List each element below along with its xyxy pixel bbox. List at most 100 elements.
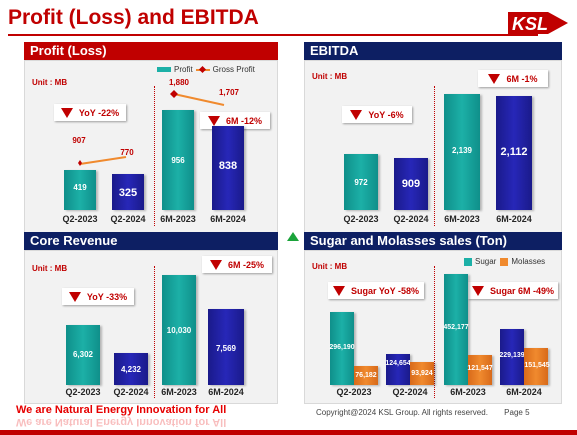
x-q2-2023: Q2-2023 — [343, 214, 379, 224]
copyright-text: Copyright@2024 KSL Group. All rights res… — [316, 408, 488, 417]
bar-core-6m-2024 — [208, 309, 244, 385]
label-core-q2-2023: 6,302 — [72, 350, 94, 359]
bar-profit-q2-2023 — [64, 170, 96, 210]
legend-gross-swatch — [195, 65, 210, 73]
sugar-yoy-text: Sugar YoY -58% — [350, 285, 420, 296]
label-molasses-q2-2023: 76,182 — [355, 372, 377, 379]
green-triangle-icon — [287, 232, 299, 241]
period-divider — [154, 86, 155, 226]
sugar-legend: Sugar Molasses — [464, 257, 545, 266]
bar-sugar-q2-2024 — [386, 354, 410, 385]
x-6m-2023: 6M-2023 — [450, 387, 486, 397]
legend-molasses-label: Molasses — [511, 257, 546, 266]
label-core-6m-2023: 10,030 — [166, 326, 192, 335]
x-6m-2024: 6M-2024 — [506, 387, 542, 397]
core-unit: Unit : MB — [32, 264, 68, 273]
legend-gross-label: Gross Profit — [212, 65, 255, 74]
bar-core-q2-2024 — [114, 353, 148, 385]
core-yoy-text: YoY -33% — [86, 291, 128, 302]
x-6m-2023: 6M-2023 — [444, 214, 480, 224]
gross-q2-2024: 770 — [120, 148, 134, 157]
core-6m-text: 6M -25% — [227, 259, 264, 270]
label-sugar-q2-2023: 296,190 — [329, 344, 355, 351]
label-profit-6m-2024: 838 — [218, 160, 238, 172]
footer-line — [0, 430, 577, 435]
ebitda-yoy-text: YoY -6% — [368, 109, 404, 120]
x-6m-2024: 6M-2024 — [496, 214, 532, 224]
bar-core-q2-2023 — [66, 325, 100, 385]
legend-sugar-swatch — [464, 257, 472, 266]
sugar-molasses-title: Sugar and Molasses sales (Ton) — [304, 232, 562, 250]
x-6m-2023: 6M-2023 — [160, 214, 196, 224]
label-ebitda-6m-2024: 2,112 — [500, 146, 528, 158]
ebitda-panel-title: EBITDA — [304, 42, 562, 60]
ebitda-yoy-badge: YoY -6% — [342, 106, 412, 123]
bar-profit-6m-2023 — [162, 110, 194, 210]
down-triangle-icon — [207, 115, 220, 126]
x-q2-2024: Q2-2024 — [393, 214, 429, 224]
ebitda-6m-badge: 6M -1% — [478, 70, 548, 87]
gross-6m-2024: 1,707 — [218, 88, 240, 97]
x-q2-2023: Q2-2023 — [62, 214, 98, 224]
page-title: Profit (Loss) and EBITDA — [8, 6, 259, 29]
core-yoy-badge: YoY -33% — [62, 288, 134, 305]
x-q2-2024: Q2-2024 — [392, 387, 428, 397]
footer-slogan-reflection: We are Natural Energy Innovation for All — [16, 416, 227, 428]
down-triangle-icon — [60, 107, 73, 118]
core-6m-badge: 6M -25% — [202, 256, 272, 273]
footer-slogan: We are Natural Energy Innovation for All — [16, 404, 227, 416]
profit-6m-text: 6M -12% — [225, 115, 262, 126]
label-molasses-6m-2023: 121,547 — [467, 365, 493, 372]
x-6m-2024: 6M-2024 — [210, 214, 246, 224]
profit-6m-badge: 6M -12% — [200, 112, 270, 129]
bar-ebitda-q2-2024 — [394, 158, 428, 210]
title-underline — [8, 34, 538, 36]
bar-ebitda-6m-2023 — [444, 94, 480, 210]
bar-sugar-6m-2024 — [500, 329, 524, 385]
period-divider — [154, 266, 155, 398]
x-6m-2024: 6M-2024 — [208, 387, 244, 397]
period-divider — [434, 86, 435, 226]
label-ebitda-q2-2023: 972 — [354, 178, 368, 187]
label-sugar-q2-2024: 124,654 — [385, 360, 411, 367]
period-divider — [434, 266, 435, 398]
bar-sugar-6m-2023 — [444, 274, 468, 385]
legend-profit-label: Profit — [174, 65, 193, 74]
label-core-6m-2024: 7,569 — [215, 344, 237, 353]
down-triangle-icon — [209, 259, 222, 270]
bar-ebitda-6m-2024 — [496, 96, 532, 210]
label-molasses-q2-2024: 93,924 — [411, 370, 433, 377]
bar-molasses-6m-2023 — [468, 355, 492, 385]
bar-molasses-q2-2024 — [410, 362, 434, 385]
ebitda-panel: EBITDA Unit : MB YoY -6% 6M -1% 972 909 … — [304, 42, 562, 234]
label-profit-q2-2023: 419 — [73, 183, 87, 192]
gross-profit-lines — [78, 90, 225, 166]
label-core-q2-2024: 4,232 — [120, 365, 142, 374]
bar-core-6m-2023 — [162, 275, 196, 385]
down-triangle-icon — [332, 285, 345, 296]
profit-panel-title: Profit (Loss) — [24, 42, 278, 60]
core-revenue-panel: Core Revenue Unit : MB YoY -33% 6M -25% … — [24, 232, 278, 404]
page-number: Page 5 — [504, 408, 530, 417]
gross-q2-2023: 907 — [72, 136, 86, 145]
core-revenue-title: Core Revenue — [24, 232, 278, 250]
legend-profit-swatch — [157, 67, 171, 72]
bar-molasses-q2-2023 — [354, 366, 378, 385]
label-profit-q2-2024: 325 — [118, 187, 138, 199]
ebitda-unit: Unit : MB — [312, 72, 348, 81]
svg-text:KSL: KSL — [512, 14, 548, 34]
sugar-molasses-panel: Sugar and Molasses sales (Ton) Unit : MB… — [304, 232, 562, 404]
legend-sugar-label: Sugar — [475, 257, 497, 266]
ebitda-6m-text: 6M -1% — [506, 73, 538, 84]
down-triangle-icon — [471, 285, 484, 296]
profit-unit: Unit : MB — [32, 78, 68, 87]
sugar-yoy-badge: Sugar YoY -58% — [328, 282, 424, 299]
ksl-logo: KSL — [508, 10, 568, 36]
legend-molasses-swatch — [500, 257, 509, 266]
bar-sugar-q2-2023 — [330, 312, 354, 385]
sugar-6m-text: Sugar 6M -49% — [489, 285, 555, 296]
label-profit-6m-2023: 956 — [171, 156, 185, 165]
sugar-unit: Unit : MB — [312, 262, 348, 271]
x-q2-2024: Q2-2024 — [113, 387, 149, 397]
down-triangle-icon — [350, 109, 363, 120]
